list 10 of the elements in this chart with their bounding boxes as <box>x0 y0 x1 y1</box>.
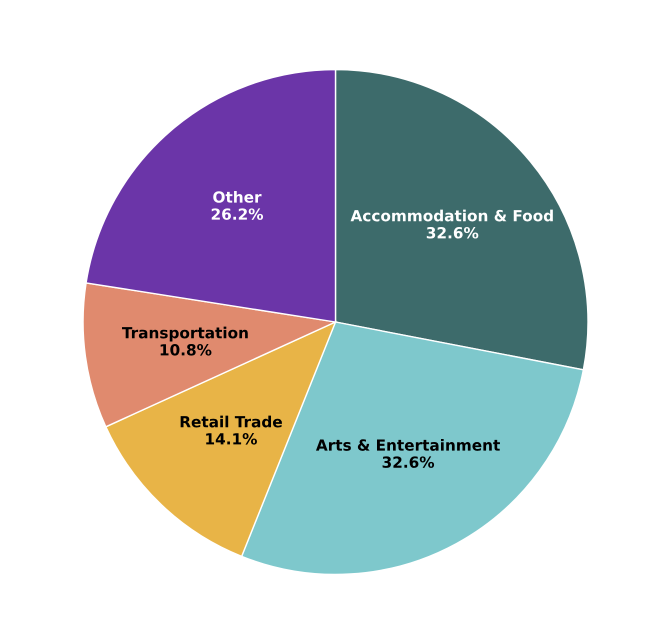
slice-label: Retail Trade <box>180 416 282 428</box>
slice-label: Arts & Entertainment <box>316 439 500 451</box>
data-label: 32.6% <box>382 456 434 468</box>
slice-label: Other <box>213 190 262 203</box>
data-label: 26.2% <box>212 208 264 220</box>
slice-label: Transportation <box>122 326 248 342</box>
data-label: 14.1% <box>206 433 257 445</box>
data-label: 32.6% <box>426 226 478 239</box>
slice-label: Accommodation & Food <box>350 210 553 222</box>
data-label: 10.8% <box>160 344 212 356</box>
